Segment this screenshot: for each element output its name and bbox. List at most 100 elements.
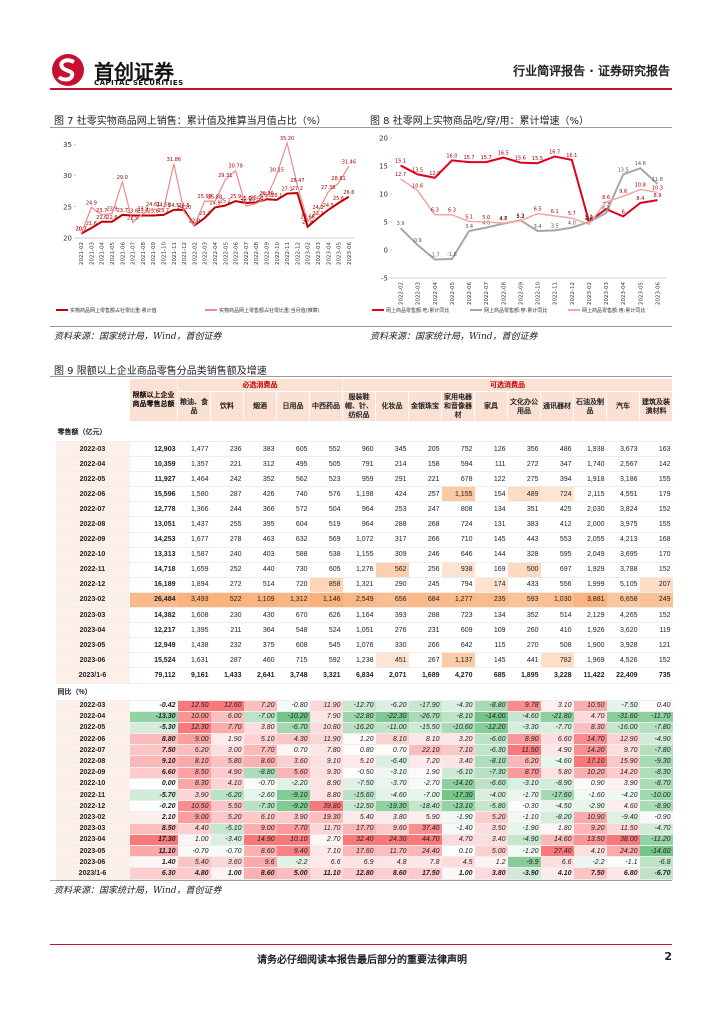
- table-cell: -2.20: [276, 778, 310, 791]
- table-cell: -11.70: [639, 711, 673, 723]
- table-cell: 1,366: [177, 501, 211, 518]
- table-row: 2022-11 14,718 1,659 252 440 730 605 1,276 562 25…: [55, 562, 673, 578]
- table-cell: 0.40: [639, 700, 673, 712]
- data-label: -1.6: [447, 252, 457, 258]
- table-cell: 1,464: [177, 471, 211, 488]
- data-label: 25.9: [230, 194, 241, 200]
- data-label: 24.61: [146, 202, 160, 208]
- column-header: 服装鞋帽、针、纺织品: [342, 391, 376, 422]
- table-row: 2022-08 13,051 1,437 255 395 604 519 964 288 268 7…: [55, 516, 673, 533]
- data-label: 16.1: [566, 153, 577, 159]
- table-cell: -5.70: [129, 789, 178, 802]
- table-cell: 1,608: [177, 607, 211, 624]
- table-cell: 0.80: [342, 744, 376, 757]
- table-cell: 4.70: [573, 711, 607, 723]
- page-number: 2: [664, 950, 672, 963]
- legend-label: 网上商品零售额:穿:累计同比: [484, 307, 547, 314]
- table-cell: 7.90: [309, 711, 343, 723]
- column-header: 汽车: [606, 391, 640, 422]
- table-cell: 1.00: [177, 834, 211, 846]
- rule: [50, 376, 672, 377]
- row-label: 2022-06: [55, 733, 130, 746]
- table-cell: 272: [507, 456, 541, 473]
- data-label: 23.9: [106, 207, 117, 213]
- y-tick-label: 5: [384, 219, 388, 227]
- table-cell: 6.60: [129, 767, 178, 779]
- table-cell: -4.90: [507, 834, 541, 846]
- table-cell: -7.30: [474, 767, 508, 779]
- table-cell: -7.30: [243, 800, 277, 813]
- x-tick-label: 2023-02: [587, 282, 593, 305]
- data-label: 5.1: [465, 214, 473, 220]
- table-cell: -11.00: [375, 722, 409, 735]
- table-cell: 144: [474, 547, 508, 563]
- table-row: 2023-06 15,524 1,631 287 460 715 592 1,238 451 26…: [55, 652, 673, 669]
- table-cell: 14.20: [573, 744, 607, 757]
- table-cell: 1,900: [573, 637, 607, 654]
- data-label: 15.6: [515, 156, 526, 162]
- table-row: 2022-03 12,903 1,477 236 383 605 552 960 345 205 7…: [55, 441, 673, 458]
- table-cell: 678: [441, 471, 475, 488]
- data-label: 29.0: [117, 175, 128, 181]
- table-cell: 626: [309, 607, 343, 624]
- table-cell: 12.90: [606, 733, 640, 746]
- table-cell: 451: [375, 652, 409, 669]
- table-cell: 8.30: [573, 722, 607, 735]
- table-cell: 964: [342, 516, 376, 533]
- table-cell: 6,658: [606, 592, 640, 609]
- table-cell: 9.10: [129, 755, 178, 768]
- data-label: 30.15: [270, 168, 284, 174]
- data-label: 24.9: [86, 200, 97, 206]
- table-cell: 174: [474, 577, 508, 593]
- x-tick-label: 2021-10: [162, 242, 168, 265]
- table-cell: 14.60: [540, 834, 574, 846]
- data-label: 27.36: [321, 185, 335, 191]
- table-cell: 4,270: [441, 667, 475, 684]
- table-cell: -0.30: [507, 800, 541, 813]
- table-cell: 12.50: [177, 700, 211, 712]
- table-cell: 1,277: [441, 592, 475, 609]
- table-cell: -4.50: [540, 800, 574, 813]
- table-cell: 155: [639, 516, 673, 533]
- table-cell: 5.00: [474, 845, 508, 858]
- table-cell: 685: [474, 667, 508, 684]
- table-cell: -8.90: [639, 800, 673, 813]
- table-cell: 395: [243, 516, 277, 533]
- table-cell: 6.80: [606, 867, 640, 880]
- x-tick-label: 2022-08: [254, 242, 260, 265]
- table-cell: 24.40: [408, 845, 442, 858]
- table-cell: 794: [441, 577, 475, 593]
- data-label: 22.0: [189, 219, 200, 225]
- table-cell: -0.42: [129, 700, 178, 712]
- table-cell: 6.10: [243, 811, 277, 824]
- table-cell: -3.10: [507, 778, 541, 791]
- table-cell: 7.80: [309, 744, 343, 757]
- x-tick-label: 2021-07: [131, 242, 137, 265]
- table-cell: 1.80: [540, 823, 574, 835]
- table-cell: 7.70: [276, 823, 310, 835]
- table-cell: 9.78: [507, 700, 541, 712]
- table-cell: 309: [375, 547, 409, 563]
- header-rule: [50, 88, 672, 90]
- column-header: 家用电器和音像器材: [441, 391, 475, 422]
- table-cell: -10.20: [276, 711, 310, 723]
- figure-title: 图 8 社零网上实物商品吃/穿/用：累计增速（%）: [370, 116, 589, 127]
- y-tick-label: 15: [379, 163, 388, 171]
- data-label: 13.5: [412, 167, 423, 173]
- row-label: 2022-05: [55, 471, 130, 488]
- report-type: 行业简评报告 · 证券研究报告: [513, 64, 670, 78]
- table-cell: -0.70: [210, 845, 244, 858]
- table-cell: 569: [309, 532, 343, 548]
- x-tick-label: 2021-08: [141, 242, 147, 265]
- table-cell: -7.00: [408, 789, 442, 802]
- corner-cell: [55, 378, 130, 422]
- table-row: 2023-02 26,484 3,493 522 1,109 1,312 1,146 2,54…: [55, 592, 673, 609]
- x-tick-label: 2022-10: [536, 282, 542, 305]
- table-cell: -1.1: [606, 856, 640, 869]
- table-cell: 10.00: [177, 711, 211, 723]
- data-label: 30.79: [228, 164, 242, 170]
- x-tick-label: 2022-08: [501, 282, 507, 305]
- table-cell: 3,620: [606, 622, 640, 639]
- row-label: 2022-03: [55, 441, 130, 458]
- row-label: 2023-02: [55, 811, 130, 824]
